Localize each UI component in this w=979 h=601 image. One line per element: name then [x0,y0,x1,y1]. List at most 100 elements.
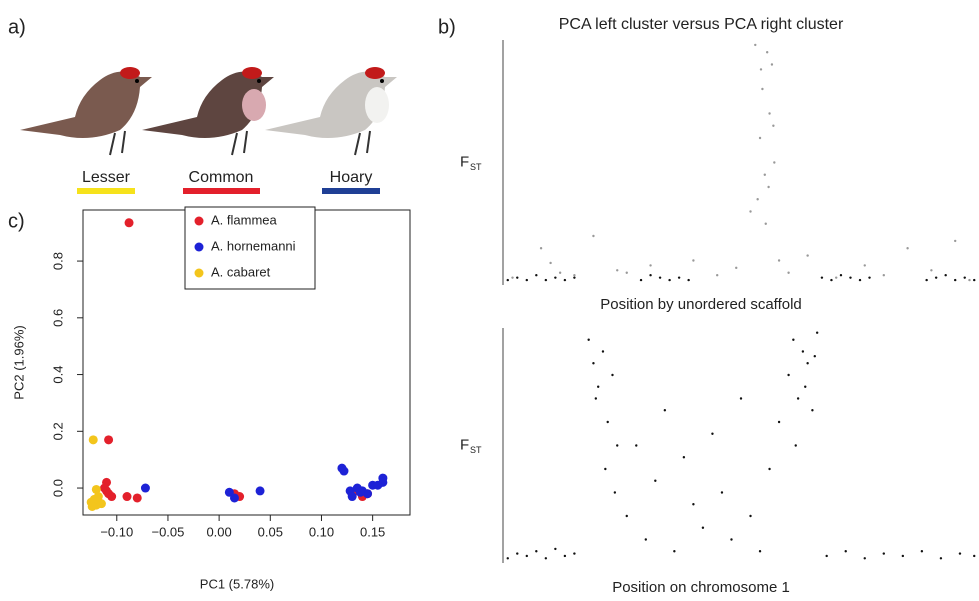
point [701,526,705,529]
legend-swatch [194,216,204,226]
point [255,486,265,496]
point [901,554,905,558]
point [882,274,885,277]
point [132,493,142,503]
point [858,278,862,282]
point [787,373,790,377]
point [96,499,106,509]
y-axis-label-sub: ST [470,162,482,172]
point [554,547,557,551]
bird-name: Hoary [330,169,373,186]
point [616,269,619,272]
bird-illustrations [20,67,397,156]
point [777,259,781,262]
point [554,276,557,279]
point [355,487,365,497]
point [761,87,764,91]
point [930,269,933,272]
point [749,514,752,518]
point [944,274,947,277]
point [925,278,928,282]
point [863,557,866,560]
point [658,276,662,279]
x-tick-label: 0.10 [309,524,334,539]
point [663,409,667,412]
point [563,554,567,558]
point [773,161,776,164]
point [339,466,349,476]
chart-title: PCA left cluster versus PCA right cluste… [559,16,844,33]
point [91,484,101,494]
bird-name: Common [189,169,254,186]
point [625,514,628,518]
point [796,397,800,400]
point [573,274,576,277]
x-axis-label: Position on chromosome 1 [612,579,790,596]
legend-label: A. flammea [211,212,278,227]
point [124,218,134,228]
x-axis-label: Position by unordered scaffold [600,296,802,313]
point [749,210,752,213]
point [768,467,771,471]
point [973,278,976,282]
point [535,274,538,277]
point [88,435,98,445]
point [839,274,843,277]
point [735,266,738,270]
point [140,483,150,493]
point [920,550,924,553]
bird-name: Lesser [82,169,131,186]
legend-label: A. hornemanni [211,238,296,253]
point [906,247,909,250]
point [759,68,763,71]
x-tick-label: −0.05 [151,524,184,539]
point [229,493,239,503]
point [754,43,757,47]
point [692,259,695,262]
point [954,239,957,243]
point [347,492,357,502]
point [954,278,957,282]
point [801,350,805,353]
species-bar [322,188,380,194]
point [104,435,114,445]
point [363,489,373,499]
point [592,234,595,238]
point [506,278,509,282]
point [644,538,647,541]
point [511,276,514,279]
point [763,173,766,176]
point [516,552,519,555]
point [772,124,775,127]
point [882,552,885,555]
point [835,276,838,279]
point [625,271,628,274]
point [849,276,852,279]
legend-frame [184,206,316,290]
point [830,278,833,282]
point [758,136,762,140]
point [716,274,719,277]
point [815,331,819,334]
panel-label: b) [438,16,456,38]
point [720,491,724,494]
legend-swatch [194,242,204,252]
point [811,409,814,412]
panel-label: c) [8,210,25,232]
point [104,489,114,499]
point [768,112,771,115]
point [525,554,528,558]
point [594,397,598,400]
point [122,492,132,502]
point [649,274,652,277]
point [573,552,576,555]
point [549,261,552,265]
point [525,278,528,282]
y-tick-label: 0.8 [50,252,65,270]
point [792,338,795,341]
point [756,198,759,201]
point [563,278,567,282]
point [604,467,607,471]
y-axis-label: PC2 (1.96%) [11,325,26,399]
point [516,276,519,279]
